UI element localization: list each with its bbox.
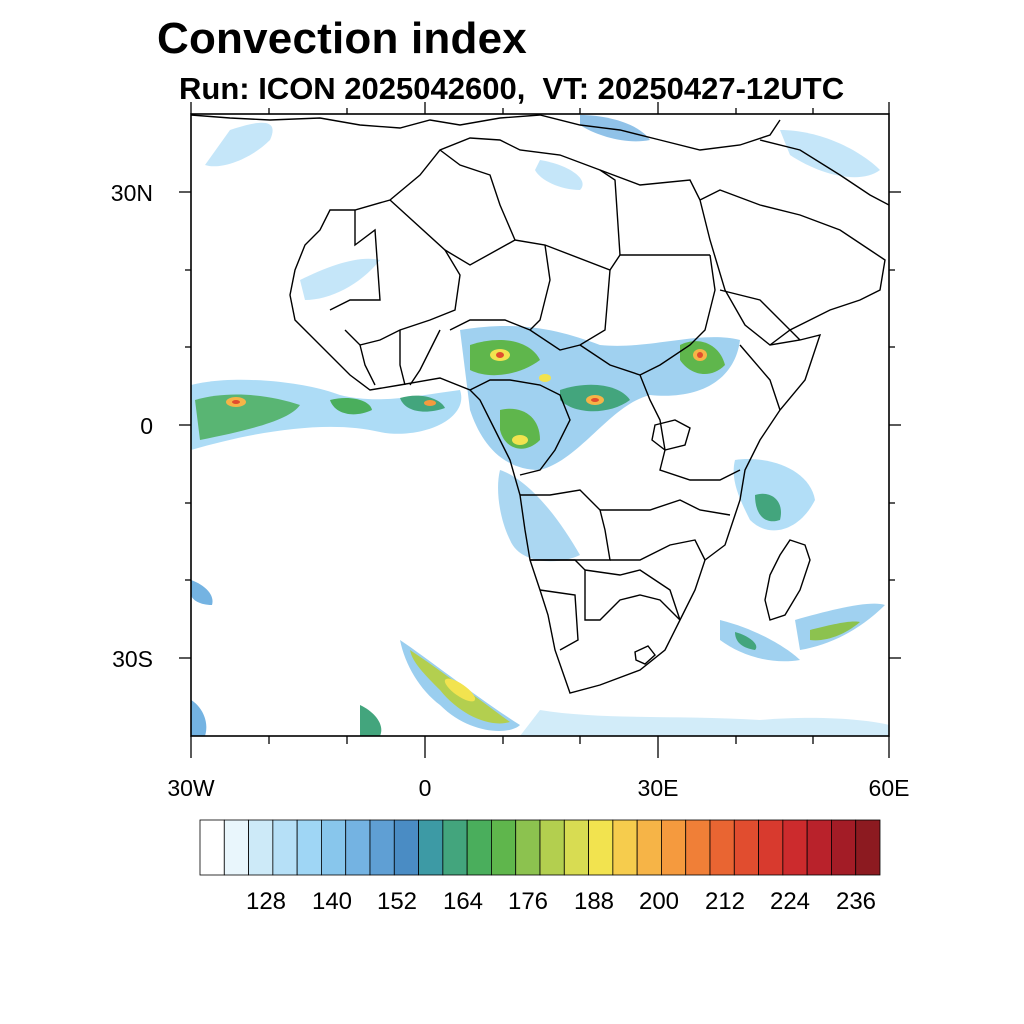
colorbar-swatch [636, 819, 662, 876]
colorbar-swatch [248, 819, 274, 876]
colorbar-swatch [612, 819, 638, 876]
colorbar-swatch [855, 819, 881, 876]
colorbar-swatch [758, 819, 784, 876]
lat-label-0: 0 [140, 413, 153, 439]
colorbar-label: 152 [376, 888, 418, 915]
lon-label-30e: 30E [637, 775, 679, 801]
colorbar [199, 819, 881, 876]
lon-label-60e: 60E [868, 775, 910, 801]
colorbar-swatch [588, 819, 614, 876]
lon-label-0: 0 [418, 775, 432, 801]
colorbar-swatch [393, 819, 419, 876]
colorbar-swatch [831, 819, 857, 876]
colorbar-label: 224 [769, 888, 811, 915]
convection-field [191, 115, 889, 736]
colorbar-swatch [369, 819, 395, 876]
colorbar-swatch [321, 819, 347, 876]
colorbar-swatch [806, 819, 832, 876]
colorbar-swatch [563, 819, 589, 876]
colorbar-label: 188 [573, 888, 615, 915]
colorbar-label: 140 [311, 888, 353, 915]
colorbar-swatch [685, 819, 711, 876]
colorbar-swatch [466, 819, 492, 876]
colorbar-swatch [418, 819, 444, 876]
colorbar-swatch [782, 819, 808, 876]
colorbar-label: 200 [638, 888, 680, 915]
colorbar-swatch [709, 819, 735, 876]
colorbar-label: 128 [245, 888, 287, 915]
lon-label-30w: 30W [167, 775, 215, 801]
colorbar-label: 236 [835, 888, 877, 915]
colorbar-label: 212 [704, 888, 746, 915]
colorbar-swatch [223, 819, 249, 876]
colorbar-swatch [199, 819, 225, 876]
colorbar-swatch [661, 819, 687, 876]
map-title: Convection index [157, 14, 527, 63]
colorbar-swatch [491, 819, 517, 876]
colorbar-swatch [442, 819, 468, 876]
lat-label-30n: 30N [110, 180, 153, 206]
map-subtitle: Run: ICON 2025042600, VT: 20250427-12UTC [179, 71, 845, 106]
axis-ticks [179, 102, 901, 758]
colorbar-label: 176 [507, 888, 549, 915]
colorbar-swatch [515, 819, 541, 876]
colorbar-swatch [345, 819, 371, 876]
coastlines [191, 114, 889, 694]
colorbar-swatch [539, 819, 565, 876]
colorbar-swatch [296, 819, 322, 876]
colorbar-swatch [733, 819, 759, 876]
lat-label-30s: 30S [112, 646, 153, 672]
colorbar-label: 164 [442, 888, 484, 915]
colorbar-swatch [272, 819, 298, 876]
